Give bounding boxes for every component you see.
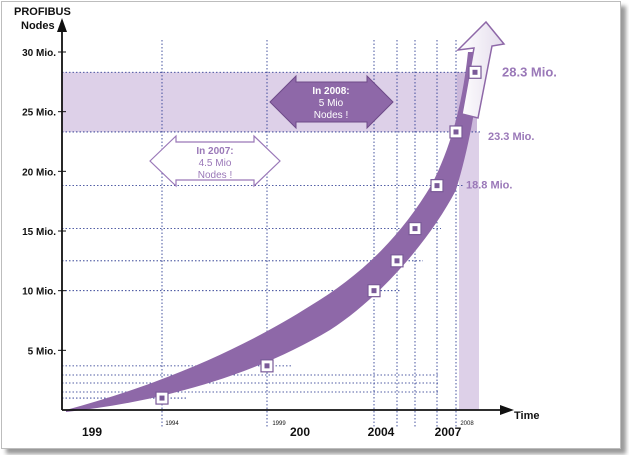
annotation-2008-line1: 5 Mio xyxy=(319,98,344,109)
data-point-inner xyxy=(453,129,459,135)
data-point-inner xyxy=(264,363,270,369)
x-tick-labels: 199 200 2004 2007 1994 1999 2008 xyxy=(82,421,474,439)
x-tick-label: 2004 xyxy=(368,425,395,439)
data-point-inner xyxy=(394,258,400,264)
y-tick-label: 20 Mio. xyxy=(22,167,56,178)
annotation-2007-line2: Nodes ! xyxy=(198,170,232,181)
growth-band xyxy=(66,52,482,412)
annotation-2008-arrow xyxy=(269,74,394,130)
x-tick-label: 200 xyxy=(290,425,310,439)
y-tick-label: 10 Mio. xyxy=(22,287,56,298)
y-tick-label: 15 Mio. xyxy=(22,227,56,238)
y-tick-label: 5 Mio. xyxy=(28,346,57,357)
data-point-inner xyxy=(159,395,165,401)
data-point-inner xyxy=(371,288,377,294)
annotation-2008: In 2008: 5 Mio Nodes ! xyxy=(269,74,394,130)
x-tick-label: 199 xyxy=(82,425,102,439)
annotation-2008-line2: Nodes ! xyxy=(314,110,348,121)
annotation-2007-arrow xyxy=(149,134,281,188)
x-axis-title: Time xyxy=(514,410,539,422)
data-markers xyxy=(155,65,482,405)
data-point-inner xyxy=(412,226,418,232)
data-point-inner xyxy=(434,183,440,189)
data-point-inner xyxy=(472,69,478,75)
x-axis-arrowhead xyxy=(500,405,514,415)
annotation-2007-line1: 4.5 Mio xyxy=(199,158,232,169)
annotation-2007-heading: In 2007: xyxy=(196,146,233,157)
y-axis-arrowhead xyxy=(57,18,67,32)
x-tick-label-small: 1994 xyxy=(165,421,179,427)
x-tick-label-small: 1999 xyxy=(272,421,286,427)
band-2008 xyxy=(62,72,468,132)
y-axis-title-line1: PROFIBUS xyxy=(14,6,71,18)
value-labels: 18.8 Mio. 23.3 Mio. 28.3 Mio. xyxy=(466,64,557,191)
annotation-2007: In 2007: 4.5 Mio Nodes ! xyxy=(149,134,281,188)
band-2008-column xyxy=(459,131,479,410)
value-label: 23.3 Mio. xyxy=(488,131,534,143)
x-tick-label-small: 2008 xyxy=(460,421,474,427)
value-label: 28.3 Mio. xyxy=(502,64,557,79)
y-axis-title-line2: Nodes xyxy=(21,20,55,32)
chart-axes xyxy=(57,18,514,415)
y-tick-labels: 5 Mio. 10 Mio. 15 Mio. 20 Mio. 25 Mio. 30 Mio… xyxy=(22,48,56,357)
value-label: 18.8 Mio. xyxy=(466,180,512,192)
y-tick-label: 30 Mio. xyxy=(22,48,56,59)
y-tick-label: 25 Mio. xyxy=(22,108,56,119)
x-tick-label: 2007 xyxy=(435,425,462,439)
annotation-2008-heading: In 2008: xyxy=(312,86,349,97)
